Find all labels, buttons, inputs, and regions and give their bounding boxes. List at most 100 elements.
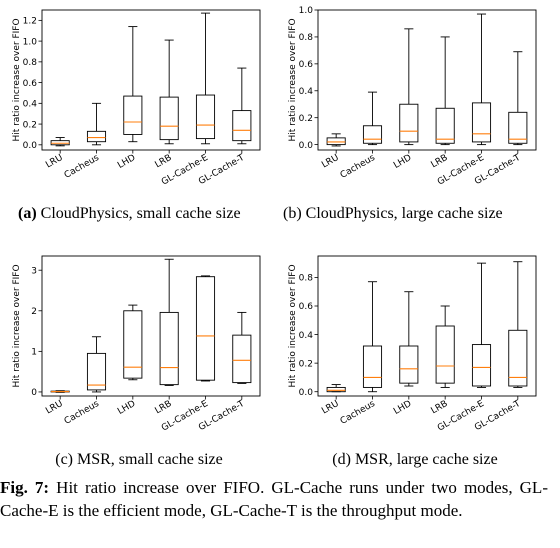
y-axis-label: Hit ratio increase over FIFO [288, 18, 298, 141]
box-iqr [435, 325, 455, 384]
x-tick-label: LHD [116, 399, 137, 417]
chart-msr-large: Hit ratio increase over FIFO 0.0 0.2 0.4 0.6… [284, 250, 546, 442]
box-iqr [471, 102, 492, 143]
x-tick-label: LHD [392, 153, 413, 171]
y-tick-label: 0.8 [299, 33, 314, 43]
box-iqr [195, 276, 216, 381]
y-axis-label: Hit ratio increase over FIFO [288, 264, 298, 387]
x-tick-label: LRB [154, 399, 174, 416]
subcaption-c: (c) MSR, small cache size [8, 449, 270, 470]
chart-msr-small: Hit ratio increase over FIFO 0 1 2 3 LRU Cache… [8, 250, 270, 442]
y-tick-label: 1 [31, 348, 37, 358]
box-lrb [159, 258, 179, 386]
box-lhd [123, 304, 143, 381]
subcaption-d-label: (d) [332, 451, 351, 468]
y-tick-label: 0.6 [299, 60, 314, 70]
y-axis-label: Hit ratio increase over FIFO [12, 18, 22, 141]
x-tick-label: LHD [116, 153, 137, 171]
box-lhd [399, 291, 419, 387]
box-iqr [399, 345, 419, 384]
x-tick-label: LRB [154, 153, 174, 170]
x-tick-label: LRU [44, 399, 64, 417]
subcaption-c-text: MSR, small cache size [73, 451, 223, 468]
box-gl-cache-e [471, 13, 492, 146]
box-gl-cache-t [508, 51, 528, 146]
box-gl-cache-t [232, 311, 252, 384]
y-tick-label: 1.2 [23, 17, 37, 27]
y-tick-label: 0.4 [299, 331, 314, 341]
plot-frame [41, 255, 261, 397]
box-iqr [232, 334, 252, 384]
box-lru [50, 390, 70, 393]
x-tick-label: LRB [430, 153, 450, 170]
y-tick-label: 1.0 [23, 37, 38, 47]
y-tick-label: 0.6 [299, 302, 314, 312]
y-tick-label: 0.8 [23, 58, 38, 68]
subcaption-b: (b) CloudPhysics, large cache size [283, 203, 526, 224]
x-tick-label: LHD [392, 399, 413, 417]
box-lru [50, 137, 70, 147]
x-tick-label: Cacheus [63, 153, 102, 181]
figure-caption-text: Hit ratio increase over FIFO. GL-Cache r… [0, 478, 548, 520]
x-tick-label: Cacheus [63, 399, 102, 427]
box-iqr [195, 94, 216, 140]
y-tick-label: 2 [31, 307, 37, 317]
plot-frame [317, 255, 537, 397]
chart-cloudphysics-small: Hit ratio increase over FIFO 0.0 0.2 0.4 0.6… [8, 4, 270, 196]
box-lrb [435, 36, 455, 146]
chart-svg: Hit ratio increase over FIFO 0 1 2 3 LRUCache… [12, 255, 261, 434]
box-cacheus [362, 91, 383, 146]
box-gl-cache-e [471, 262, 492, 388]
subcaption-a: (a) CloudPhysics, small cache size [18, 203, 261, 224]
box-gl-cache-t [232, 67, 252, 145]
y-tick-label: 0.6 [23, 79, 38, 89]
box-cacheus [362, 281, 383, 393]
subcaption-d-text: MSR, large cache size [350, 451, 498, 468]
box-iqr [508, 111, 528, 144]
box-iqr [471, 344, 492, 387]
x-tick-label: LRU [320, 399, 340, 417]
y-axis-label: Hit ratio increase over FIFO [12, 264, 22, 387]
y-tick-label: 0.0 [23, 141, 38, 151]
subcaption-b-label: (b) [283, 205, 302, 222]
subcaption-d: (d) MSR, large cache size [284, 449, 546, 470]
x-tick-label: LRB [430, 399, 450, 416]
chart-cloudphysics-large: Hit ratio increase over FIFO 0.0 0.2 0.4 0.6… [284, 4, 546, 196]
box-iqr [86, 130, 107, 143]
x-tick-label: LRU [44, 153, 64, 171]
box-lrb [435, 305, 455, 388]
box-iqr [123, 95, 143, 135]
x-tick-label: Cacheus [339, 399, 378, 427]
y-tick-label: 0.4 [23, 100, 38, 110]
subcaption-a-label: (a) [18, 205, 37, 222]
plot-frame [317, 9, 537, 151]
x-tick-label: LRU [320, 153, 340, 171]
box-iqr [326, 137, 346, 146]
box-lhd [399, 28, 419, 146]
box-iqr [232, 110, 252, 142]
box-iqr [508, 329, 528, 387]
y-tick-label: 0.0 [299, 388, 314, 398]
plot-frame [41, 9, 261, 151]
y-tick-label: 0.2 [299, 359, 313, 369]
box-lhd [123, 26, 143, 143]
box-iqr [86, 352, 107, 391]
subcaption-c-label: (c) [55, 451, 73, 468]
y-tick-label: 0.8 [299, 274, 314, 284]
box-gl-cache-e [195, 12, 216, 145]
box-iqr [159, 96, 179, 141]
subcaption-b-text: CloudPhysics, large cache size [301, 205, 503, 222]
y-tick-label: 0.0 [299, 141, 314, 151]
y-tick-label: 3 [31, 266, 37, 276]
box-iqr [123, 310, 143, 379]
box-iqr [435, 107, 455, 144]
subcaption-a-text: CloudPhysics, small cache size [36, 205, 241, 222]
figure-caption: Fig. 7: Hit ratio increase over FIFO. GL… [0, 476, 548, 522]
box-gl-cache-e [195, 275, 216, 382]
y-tick-label: 0.2 [23, 120, 37, 130]
box-iqr [159, 311, 179, 386]
